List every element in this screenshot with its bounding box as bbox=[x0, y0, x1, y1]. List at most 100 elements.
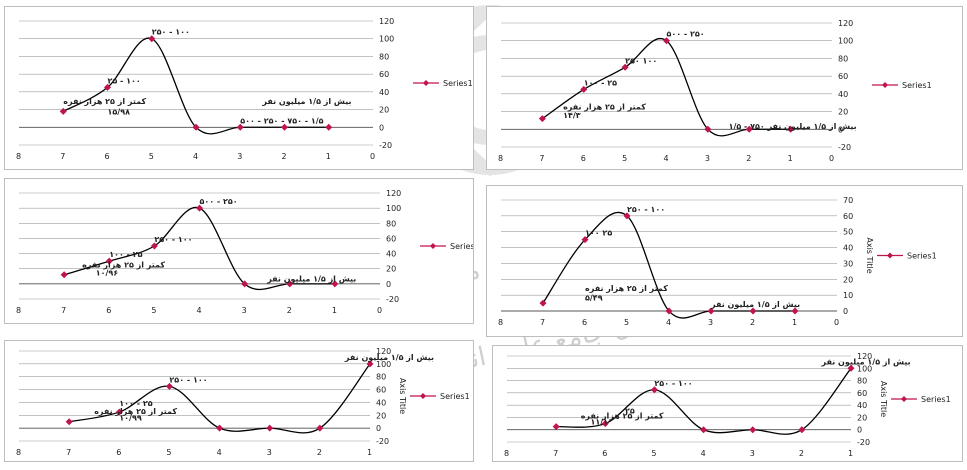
y-tick-label: 100 bbox=[376, 360, 391, 369]
data-label: ۲۵ - ۱۰۰ bbox=[108, 76, 141, 85]
x-tick-label: 4 bbox=[664, 154, 669, 163]
data-point bbox=[316, 424, 324, 432]
data-label: بیش از ۱/۵ میلیون نفر ۷۵۰ - ۱/۵ bbox=[729, 122, 857, 132]
data-label: ۲۵۰ - ۱۰۰ bbox=[627, 205, 665, 214]
y-tick-label: 70 bbox=[843, 196, 853, 205]
chart-panel: -20 0 20 40 60 80 100 120 8 7 6 5 4 3 2 1 0 Series1 ۵۰۰ - … bbox=[4, 178, 474, 324]
x-tick-label: 7 bbox=[61, 306, 66, 315]
y-tick-label: 100 bbox=[838, 37, 853, 46]
x-tick-label: 6 bbox=[602, 449, 607, 458]
data-point bbox=[539, 299, 547, 307]
x-tick-label: 1 bbox=[848, 449, 853, 458]
legend-label: Series1 bbox=[440, 392, 470, 401]
data-label: ۲۵ bbox=[625, 406, 635, 415]
x-tick-label: 0 bbox=[370, 152, 375, 161]
y-tick-label: 50 bbox=[843, 228, 853, 237]
y-axis-title: Axis Title bbox=[879, 381, 888, 417]
y-tick-label: -20 bbox=[386, 295, 399, 304]
chart-panel: -20 0 20 40 60 80 100 120 8 7 6 5 4 3 2 1 Axis Title Seri… bbox=[492, 345, 963, 462]
legend-marker bbox=[423, 80, 429, 86]
x-tick-label: 7 bbox=[66, 448, 71, 457]
x-tick-label: 3 bbox=[237, 152, 242, 161]
y-tick-label: 30 bbox=[843, 259, 853, 268]
x-tick-label: 7 bbox=[540, 318, 545, 327]
data-label: ۱۰۰ - ۲۵ bbox=[119, 399, 152, 408]
data-point bbox=[325, 123, 333, 131]
x-tick-label: 3 bbox=[267, 448, 272, 457]
y-tick-label: 20 bbox=[843, 275, 853, 284]
data-label: بیش از ۱/۵ میلیون نفر bbox=[710, 300, 800, 310]
x-tick-label: 3 bbox=[242, 306, 247, 315]
x-tick-label: 1 bbox=[788, 154, 793, 163]
data-label: بیش از ۱/۵ میلیون نفر bbox=[821, 357, 911, 367]
x-tick-label: 1 bbox=[367, 448, 372, 457]
x-tick-label: 3 bbox=[750, 449, 755, 458]
data-label: ۵/۴۹ bbox=[585, 294, 603, 303]
data-label: ۱۰۰ ۲۵ bbox=[585, 229, 612, 238]
data-point bbox=[847, 364, 855, 372]
x-tick-label: 8 bbox=[498, 318, 503, 327]
data-point bbox=[148, 35, 156, 43]
x-tick-label: 6 bbox=[582, 318, 587, 327]
legend-label: Series1 bbox=[450, 242, 473, 251]
x-tick-label: 6 bbox=[116, 448, 121, 457]
data-point bbox=[665, 307, 673, 315]
legend-marker bbox=[430, 243, 436, 249]
x-tick-label: 1 bbox=[332, 306, 337, 315]
data-label: ۲۵۰ - ۱۰۰ bbox=[654, 379, 692, 388]
y-tick-label: 20 bbox=[376, 411, 386, 420]
x-tick-label: 5 bbox=[166, 448, 171, 457]
y-tick-label: 40 bbox=[379, 88, 389, 97]
x-tick-label: 4 bbox=[197, 306, 202, 315]
chart-svg: -20 0 20 40 60 80 100 120 8 7 6 5 4 3 2 1 0 Series1 ۵۰۰ - … bbox=[16, 189, 473, 315]
data-point bbox=[787, 125, 795, 133]
x-tick-label: 0 bbox=[377, 306, 382, 315]
y-tick-label: 0 bbox=[376, 424, 381, 433]
y-tick-label: 0 bbox=[838, 125, 843, 134]
data-label: ۱۰/۹۶ bbox=[96, 268, 119, 277]
legend-label: Series1 bbox=[907, 252, 937, 261]
x-tick-label: 3 bbox=[705, 154, 710, 163]
y-tick-label: 20 bbox=[838, 108, 848, 117]
y-tick-label: 0 bbox=[857, 426, 862, 435]
data-point bbox=[552, 423, 560, 431]
data-label: ۱۱/۱ bbox=[591, 417, 609, 426]
data-point bbox=[581, 236, 589, 244]
y-tick-label: 40 bbox=[376, 398, 386, 407]
data-label: ۲۵۰ ۱۰۰ bbox=[625, 56, 657, 65]
x-tick-label: 2 bbox=[317, 448, 322, 457]
data-label: ۱۰/۹۹ bbox=[119, 413, 142, 422]
x-tick-label: 8 bbox=[498, 154, 503, 163]
y-tick-label: 60 bbox=[843, 212, 853, 221]
data-point bbox=[538, 115, 546, 123]
data-point bbox=[707, 307, 715, 315]
y-tick-label: 120 bbox=[838, 19, 853, 28]
y-tick-label: 20 bbox=[379, 106, 389, 115]
y-tick-label: -20 bbox=[376, 437, 389, 446]
data-point bbox=[281, 123, 288, 131]
y-tick-label: -20 bbox=[838, 143, 851, 152]
x-tick-label: 5 bbox=[622, 154, 627, 163]
data-point bbox=[192, 123, 200, 131]
x-tick-label: 2 bbox=[282, 152, 287, 161]
legend-marker bbox=[887, 252, 893, 259]
chart-panel: -20 0 20 40 60 80 100 120 8 7 6 5 4 3 2 1 Axis Title Seri… bbox=[4, 340, 474, 462]
y-tick-label: 80 bbox=[376, 373, 386, 382]
y-tick-label: 60 bbox=[379, 70, 389, 79]
legend-marker bbox=[901, 396, 907, 402]
y-tick-label: 100 bbox=[379, 35, 394, 44]
legend-marker bbox=[420, 393, 426, 399]
y-tick-label: 120 bbox=[376, 347, 391, 356]
data-point bbox=[65, 418, 73, 426]
x-tick-label: 0 bbox=[829, 154, 834, 163]
x-tick-label: 7 bbox=[553, 449, 558, 458]
chart-svg: -20 0 20 40 60 80 100 120 8 7 6 5 4 3 2 1 Axis Title Seri… bbox=[504, 352, 951, 458]
x-tick-label: 7 bbox=[60, 152, 65, 161]
y-tick-label: -20 bbox=[857, 438, 870, 447]
data-label: ۱۵/۹۸ bbox=[108, 107, 131, 116]
chart-panel: 0 10 20 30 40 50 60 70 8 7 6 5 4 3 2 1 0 Axis Title Series… bbox=[486, 185, 963, 337]
y-tick-label: 60 bbox=[838, 72, 848, 81]
legend-marker bbox=[882, 82, 888, 88]
x-tick-label: 5 bbox=[651, 449, 656, 458]
